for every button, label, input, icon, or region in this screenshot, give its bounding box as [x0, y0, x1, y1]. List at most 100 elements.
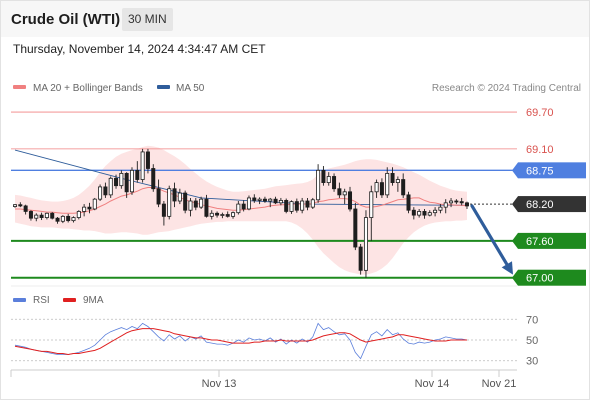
candle — [326, 172, 331, 186]
level-label-68.75: 68.75 — [526, 165, 554, 177]
instrument-title: Crude Oil (WTI) — [11, 11, 121, 28]
candle — [209, 210, 214, 220]
candle — [353, 202, 358, 251]
candle — [246, 195, 251, 211]
current-price-label: 68.20 — [526, 199, 554, 211]
candlesticks — [12, 148, 469, 278]
candle — [167, 185, 172, 220]
candle — [140, 148, 145, 183]
candle — [177, 188, 182, 205]
candle — [268, 197, 273, 208]
candle — [145, 148, 150, 174]
candle — [316, 164, 321, 203]
candle — [55, 216, 60, 224]
rsi-legend: RSI 9MA — [13, 295, 104, 306]
candle — [225, 211, 230, 218]
candle — [278, 197, 283, 206]
ma9-line — [14, 328, 467, 356]
candle — [406, 191, 411, 214]
x-tick-label: Nov 14 — [415, 378, 450, 390]
candle — [231, 211, 236, 219]
candle — [12, 204, 17, 208]
forecast-arrow — [470, 204, 513, 275]
ma9-swatch — [63, 298, 76, 302]
candle — [87, 202, 92, 214]
candle — [66, 213, 71, 223]
x-tick-label: Nov 21 — [482, 378, 517, 390]
candle — [50, 212, 55, 220]
candle — [82, 204, 87, 217]
price-legend: MA 20 + Bollinger Bands MA 50 Research ©… — [13, 83, 581, 94]
candle — [395, 176, 400, 192]
candle — [348, 186, 353, 212]
level-tag-bg — [518, 232, 586, 249]
rsi-tick-label: 70 — [526, 314, 538, 326]
candle — [273, 196, 278, 205]
rsi-legend-label: RSI — [33, 295, 50, 306]
level-tag-bg — [518, 162, 586, 179]
candle — [385, 167, 390, 198]
candle — [23, 204, 28, 215]
candle — [262, 196, 267, 203]
timeframe-badge[interactable]: 30 MIN — [122, 8, 173, 31]
candle — [417, 208, 422, 218]
candle — [305, 197, 310, 211]
x-axis: Nov 13 Nov 14 Nov 21 — [202, 370, 517, 390]
candle — [71, 216, 76, 223]
candle — [119, 170, 124, 189]
candle — [401, 173, 406, 198]
level-tag-bg — [518, 269, 586, 286]
level-label-69.10: 69.10 — [526, 144, 554, 156]
candle — [363, 210, 368, 278]
rsi-tick-label: 50 — [526, 335, 538, 347]
candle — [284, 198, 289, 214]
price-axis-labels: 69.70 69.10 68.75 67.60 67.00 68.20 — [512, 107, 586, 286]
candle — [252, 194, 257, 203]
candle — [204, 194, 209, 218]
candle — [411, 207, 416, 220]
candle — [39, 212, 44, 221]
current-price-tag — [518, 196, 586, 213]
header-bar: Crude Oil (WTI) 30 MIN — [1, 1, 589, 37]
candle — [257, 197, 262, 205]
candle — [443, 199, 448, 214]
candle — [172, 182, 177, 208]
ma20-legend-label: MA 20 + Bollinger Bands — [33, 83, 143, 94]
candle — [342, 188, 347, 205]
level-label-67.00: 67.00 — [526, 273, 554, 285]
candle — [156, 179, 161, 208]
candle — [332, 173, 337, 192]
candle — [390, 167, 395, 186]
candle — [34, 213, 39, 222]
candle — [199, 196, 204, 209]
candle — [449, 197, 454, 208]
candle — [60, 215, 65, 224]
rsi-line — [14, 322, 468, 360]
ma50-legend-label: MA 50 — [176, 83, 205, 94]
candle — [124, 172, 129, 198]
candle — [98, 184, 103, 202]
candle — [422, 208, 427, 219]
candle — [18, 202, 23, 208]
candle — [108, 176, 113, 198]
candle — [188, 197, 193, 217]
rsi-grid: 70 50 30 — [11, 314, 538, 368]
candle — [92, 197, 97, 211]
ma50-swatch — [157, 85, 170, 89]
candle — [289, 200, 294, 214]
ma20-swatch — [13, 85, 26, 89]
candle — [215, 211, 220, 218]
candle — [193, 197, 198, 211]
candle — [459, 197, 464, 206]
candle — [161, 201, 166, 226]
candle — [114, 174, 119, 189]
candle — [135, 161, 140, 183]
candle — [321, 166, 326, 186]
rsi-tick-label: 30 — [526, 356, 538, 368]
candle — [379, 178, 384, 198]
price-levels — [11, 111, 517, 279]
candle — [220, 212, 225, 219]
candle — [310, 197, 315, 209]
